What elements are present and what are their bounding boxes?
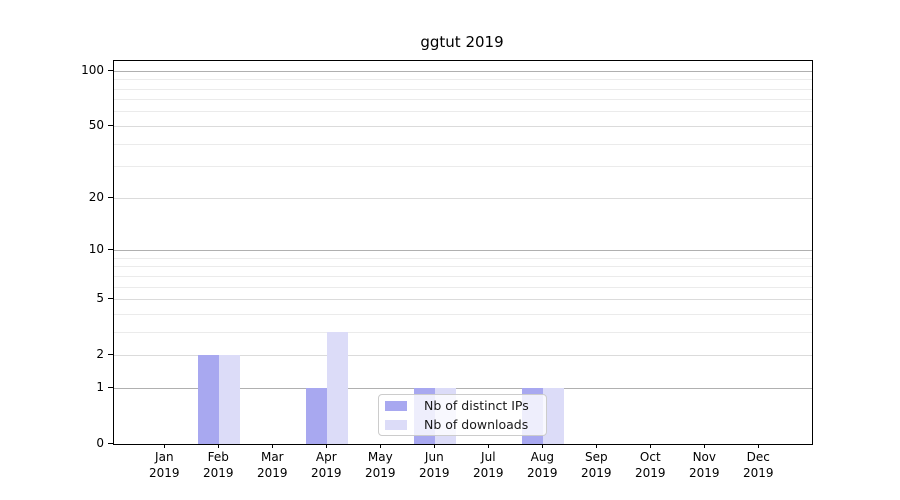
x-tick-mark (218, 444, 220, 448)
x-tick-mark (326, 444, 328, 448)
y-tick-mark (108, 354, 113, 356)
x-tick-label-mar: Mar 2019 (257, 450, 288, 480)
x-tick-mark (704, 444, 706, 448)
y-tick-mark (108, 196, 113, 198)
legend-row-distinct-ips: Nb of distinct IPs (385, 398, 540, 413)
y-tick-mark (108, 124, 113, 127)
y-tick-label: 20 (88, 189, 104, 204)
y-tick-label: 2 (96, 347, 104, 362)
gridline-minor (114, 257, 812, 259)
gridline-minor (114, 266, 812, 268)
y-tick-mark (108, 249, 113, 251)
gridline-major (114, 125, 812, 127)
y-tick-label: 5 (96, 291, 104, 306)
gridline-major (114, 70, 812, 72)
legend-label-downloads: Nb of downloads (424, 417, 529, 432)
x-tick-label-jul: Jul 2019 (473, 450, 504, 480)
bar-downloads-aug (543, 387, 565, 444)
y-tick-label: 10 (88, 242, 104, 257)
y-tick-label: 100 (81, 62, 104, 77)
x-tick-label-sep: Sep 2019 (581, 450, 612, 480)
x-tick-mark (488, 444, 490, 448)
gridline-major (114, 250, 812, 252)
x-tick-mark (164, 444, 166, 448)
x-tick-label-feb: Feb 2019 (203, 450, 234, 480)
plot-area: Nb of distinct IPs Nb of downloads (113, 60, 813, 445)
x-tick-mark (758, 444, 760, 448)
x-tick-label-jun: Jun 2019 (419, 450, 450, 480)
y-tick-mark (108, 386, 113, 389)
x-tick-label-aug: Aug 2019 (527, 450, 558, 480)
x-tick-mark (380, 444, 382, 448)
gridline-minor (114, 166, 812, 168)
legend: Nb of distinct IPs Nb of downloads (378, 394, 547, 436)
y-tick-label: 1 (96, 379, 104, 394)
x-tick-mark (272, 444, 274, 448)
gridline-minor (114, 331, 812, 333)
bar-downloads-apr (327, 331, 349, 444)
x-tick-mark (542, 444, 544, 448)
gridline-minor (114, 143, 812, 145)
gridline-minor (114, 275, 812, 277)
gridline-minor (114, 111, 812, 113)
x-tick-label-may: May 2019 (365, 450, 396, 480)
gridline-major (114, 299, 812, 301)
legend-swatch-downloads-icon (385, 419, 407, 430)
gridline-minor (114, 79, 812, 81)
bar-distinct-ips-apr (306, 387, 328, 444)
y-tick-mark (108, 69, 113, 71)
gridline-minor (114, 88, 812, 90)
x-tick-mark (596, 444, 598, 448)
legend-row-downloads: Nb of downloads (385, 417, 540, 432)
bar-downloads-feb (219, 355, 241, 444)
y-tick-mark (108, 298, 113, 300)
gridline-major (114, 355, 812, 357)
gridline-major (114, 197, 812, 199)
x-tick-label-jan: Jan 2019 (149, 450, 180, 480)
x-tick-label-nov: Nov 2019 (689, 450, 720, 480)
chart-title: ggtut 2019 (420, 33, 504, 51)
x-tick-mark (650, 444, 652, 448)
bar-distinct-ips-feb (198, 355, 220, 444)
gridline-minor (114, 313, 812, 315)
gridline-minor (114, 286, 812, 288)
y-tick-label: 0 (96, 436, 104, 450)
gridline-major (114, 387, 812, 389)
y-tick-mark (108, 443, 113, 445)
x-tick-mark (434, 444, 436, 448)
x-tick-label-apr: Apr 2019 (311, 450, 342, 480)
gridline-minor (114, 99, 812, 101)
x-tick-label-oct: Oct 2019 (635, 450, 666, 480)
x-tick-label-dec: Dec 2019 (743, 450, 774, 480)
legend-swatch-distinct-ips-icon (385, 400, 407, 411)
legend-label-distinct-ips: Nb of distinct IPs (424, 398, 529, 413)
y-tick-label: 50 (88, 117, 104, 132)
